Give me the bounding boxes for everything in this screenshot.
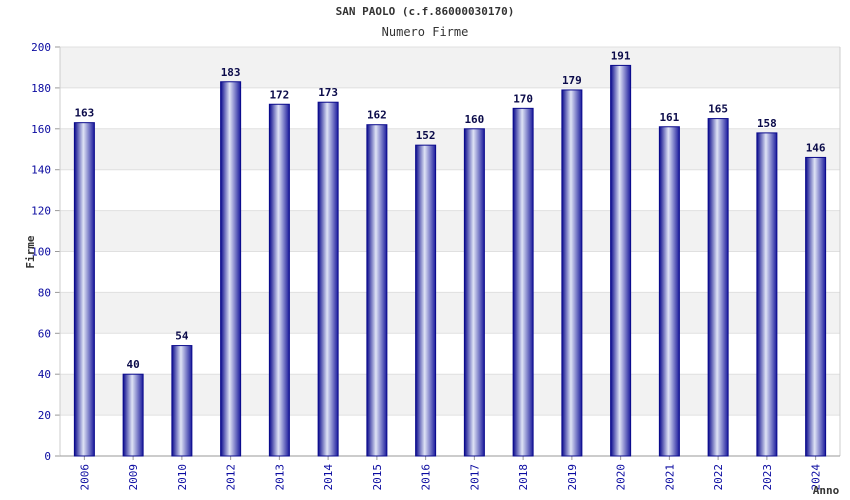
value-label: 170: [513, 92, 533, 105]
value-label: 160: [464, 113, 484, 126]
bar: [658, 126, 680, 457]
y-tick-label: 120: [31, 205, 51, 218]
y-tick-label: 0: [44, 450, 51, 463]
y-tick-label: 180: [31, 82, 51, 95]
x-tick-label: 2021: [663, 464, 676, 491]
x-tick-label: 2016: [420, 464, 433, 491]
bars: [73, 64, 827, 457]
value-label: 54: [175, 330, 189, 343]
y-tick-label: 160: [31, 123, 51, 136]
y-tick-label: 20: [38, 409, 51, 422]
x-tick-label: 2014: [322, 464, 335, 491]
y-tick-label: 100: [31, 246, 51, 259]
value-label: 165: [708, 103, 728, 116]
bar: [220, 81, 242, 457]
x-tick-label: 2006: [78, 464, 91, 491]
bar: [73, 122, 95, 457]
value-label: 161: [659, 111, 679, 124]
value-label: 172: [269, 88, 289, 101]
value-label: 173: [318, 86, 338, 99]
bar: [512, 107, 534, 457]
x-tick-label: 2019: [566, 464, 579, 491]
x-tick-label: 2022: [712, 464, 725, 491]
value-label: 162: [367, 109, 387, 122]
y-axis-title: Firme: [24, 235, 37, 268]
y-tick-label: 80: [38, 286, 51, 299]
bar: [610, 64, 632, 457]
x-tick-label: 2023: [761, 464, 774, 491]
value-label: 191: [611, 49, 631, 62]
y-tick-label: 40: [38, 368, 51, 381]
x-tick-label: 2015: [371, 464, 384, 491]
bar: [561, 89, 583, 457]
value-label: 152: [416, 129, 436, 142]
bar: [366, 124, 388, 457]
bar: [756, 132, 778, 457]
bar: [268, 103, 290, 457]
x-tick-label: 2013: [273, 464, 286, 491]
value-label: 40: [127, 358, 140, 371]
value-label: 158: [757, 117, 777, 130]
bar: [805, 156, 827, 457]
x-tick-label: 2009: [127, 464, 140, 491]
grid-bands: [60, 47, 840, 416]
x-tick-label: 2024: [810, 464, 823, 491]
value-label: 146: [806, 141, 826, 154]
bar: [317, 101, 339, 457]
y-tick-label: 60: [38, 327, 51, 340]
value-label: 183: [221, 66, 241, 79]
value-labels: 163 40 54 183 172 173 162 152 160 170 179 191 161 165…: [74, 49, 825, 371]
bar: [707, 118, 729, 457]
value-label: 163: [74, 107, 94, 120]
x-axis-title: Anno: [813, 484, 840, 497]
x-tick-label: 2018: [517, 464, 530, 491]
x-tick-label: 2020: [615, 464, 628, 491]
chart-subtitle: Numero Firme: [381, 25, 469, 39]
bar: [122, 373, 144, 457]
bar: [171, 345, 193, 457]
chart-title: SAN PAOLO (c.f.86000030170): [335, 5, 515, 18]
bar: [463, 128, 485, 457]
x-tick-label: 2017: [468, 464, 481, 491]
y-tick-labels: 0 20 40 60 80 100 120 140 160 180 200: [31, 41, 51, 463]
y-tick-label: 140: [31, 164, 51, 177]
x-tick-labels: 2006 2009 2010 2012 2013 2014 2015 2016 2017 2018…: [78, 464, 822, 491]
grid-band: [60, 47, 840, 88]
x-tick-label: 2012: [225, 464, 238, 491]
x-tick-label: 2010: [176, 464, 189, 491]
y-tick-label: 200: [31, 41, 51, 54]
value-label: 179: [562, 74, 582, 87]
bar: [415, 144, 437, 457]
